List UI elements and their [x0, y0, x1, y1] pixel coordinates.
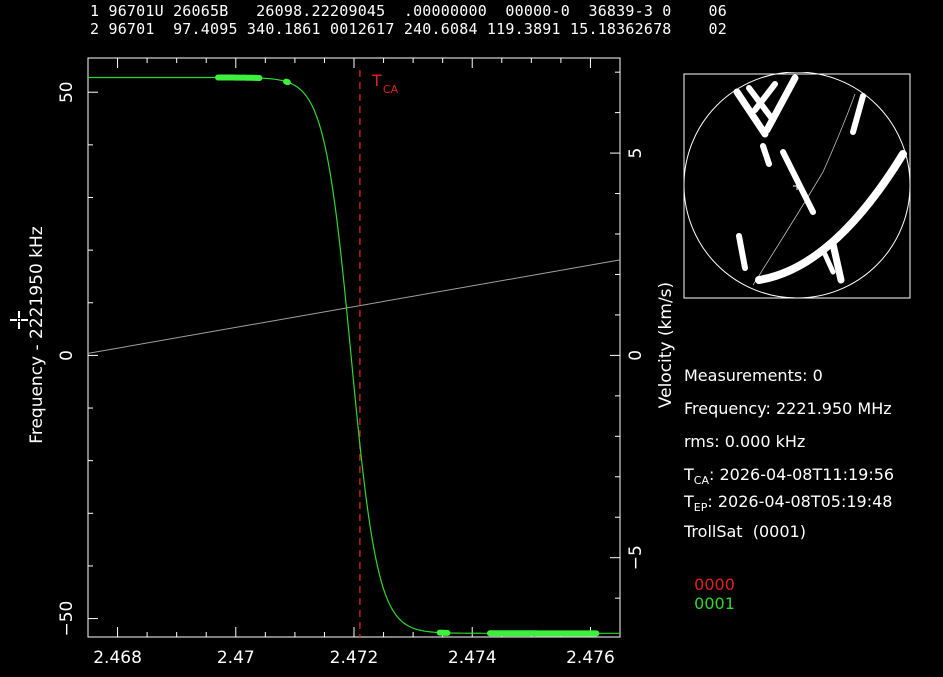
track-8: [820, 247, 836, 275]
track-7: [829, 240, 845, 284]
tca-marker-sub: CA: [383, 83, 399, 96]
tep-readout: TEP: 2026-04-08T05:19:48: [684, 492, 892, 514]
code-green: 0001: [694, 594, 735, 613]
tca-label: T: [684, 465, 694, 484]
ground-track-map: [683, 72, 911, 299]
tep-sub: EP: [693, 501, 708, 515]
measurement-segment: [215, 74, 263, 82]
y2-tick-label: 5: [626, 148, 646, 159]
velocity-line: [87, 259, 621, 354]
code-red: 0000: [694, 575, 735, 594]
track-9: [850, 93, 866, 135]
station-codes: 0000 0001: [684, 556, 735, 613]
track-5: [780, 149, 816, 215]
plot-frame: [87, 57, 621, 638]
track-4: [763, 74, 799, 134]
satellite-tracks: [733, 74, 907, 284]
tep-label: T: [684, 492, 694, 511]
crosshair-cursor-icon: [10, 311, 28, 329]
y-axis-label: Frequency - 2221950 kHz: [27, 226, 47, 444]
tle-line-2: 2 96701 97.4095 340.1861 0012617 240.608…: [90, 20, 727, 38]
measurements-count: Measurements: 0: [684, 366, 823, 385]
track-10: [760, 143, 772, 167]
measurement-segment: [283, 78, 291, 86]
y-tick-label: −50: [57, 601, 77, 637]
doppler-curve: [88, 76, 620, 634]
y-tick-label: 50: [57, 81, 77, 103]
satellite-name: TrollSat (0001): [684, 522, 806, 541]
tca-sub: CA: [693, 474, 709, 488]
y2-axis-label: Velocity (km/s): [656, 282, 676, 408]
x-tick-label: 2.468: [93, 648, 142, 668]
track-1: [733, 88, 769, 138]
tca-readout: TCA: 2026-04-08T11:19:56: [684, 465, 894, 487]
track-11: [736, 233, 748, 271]
tep-value: : 2026-04-08T05:19:48: [707, 492, 893, 511]
horizon-circle: [683, 72, 911, 299]
x-tick-label: 2.474: [448, 648, 497, 668]
rms-readout: rms: 0.000 kHz: [684, 432, 806, 451]
frequency-readout: Frequency: 2221.950 MHz: [684, 399, 892, 418]
x-tick-label: 2.476: [566, 648, 615, 668]
y-tick-label: 0: [57, 350, 77, 361]
tca-marker-label: T: [371, 71, 382, 90]
tle-line-1: 1 96701U 26065B 26098.22209045 .00000000…: [90, 2, 727, 20]
pass-track: [752, 93, 856, 286]
x-tick-label: 2.472: [330, 648, 379, 668]
tca-value: : 2026-04-08T11:19:56: [709, 465, 895, 484]
x-tick-label: 2.47: [217, 648, 255, 668]
track-3: [752, 81, 778, 113]
y2-tick-label: 0: [626, 350, 646, 361]
y2-tick-label: −5: [626, 545, 646, 570]
